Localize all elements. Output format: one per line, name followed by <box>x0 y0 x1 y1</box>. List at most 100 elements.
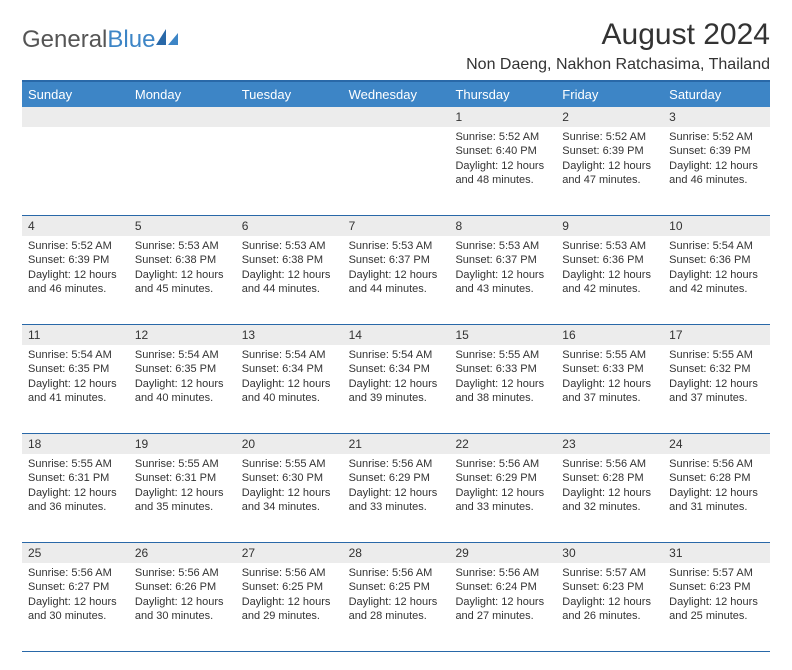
daylight-text: Daylight: 12 hours and 37 minutes. <box>669 377 764 406</box>
day-cell: Sunrise: 5:52 AMSunset: 6:39 PMDaylight:… <box>556 127 663 215</box>
daynum-row: 25262728293031 <box>22 542 770 563</box>
daylight-text: Daylight: 12 hours and 29 minutes. <box>242 595 337 624</box>
week-row: Sunrise: 5:55 AMSunset: 6:31 PMDaylight:… <box>22 454 770 542</box>
sunrise-text: Sunrise: 5:53 AM <box>349 239 444 253</box>
day-cell: Sunrise: 5:53 AMSunset: 6:37 PMDaylight:… <box>449 236 556 324</box>
sunset-text: Sunset: 6:30 PM <box>242 471 337 485</box>
sunrise-text: Sunrise: 5:56 AM <box>242 566 337 580</box>
sunset-text: Sunset: 6:37 PM <box>349 253 444 267</box>
sunset-text: Sunset: 6:34 PM <box>242 362 337 376</box>
day-number: 4 <box>22 216 129 236</box>
sunrise-text: Sunrise: 5:56 AM <box>135 566 230 580</box>
day-cell: Sunrise: 5:54 AMSunset: 6:34 PMDaylight:… <box>236 345 343 433</box>
day-number: 23 <box>556 434 663 454</box>
sunset-text: Sunset: 6:40 PM <box>455 144 550 158</box>
sunset-text: Sunset: 6:32 PM <box>669 362 764 376</box>
sunrise-text: Sunrise: 5:54 AM <box>28 348 123 362</box>
day-number: 16 <box>556 325 663 345</box>
day-header: Thursday <box>449 82 556 107</box>
week-row: Sunrise: 5:52 AMSunset: 6:39 PM Daylight:… <box>22 236 770 324</box>
sunrise-text: Sunrise: 5:57 AM <box>562 566 657 580</box>
daylight-text: Daylight: 12 hours and 27 minutes. <box>455 595 550 624</box>
day-number: 27 <box>236 543 343 563</box>
day-number: 14 <box>343 325 450 345</box>
daylight-text: Daylight: 12 hours and 35 minutes. <box>135 486 230 515</box>
day-cell: Sunrise: 5:55 AMSunset: 6:32 PMDaylight:… <box>663 345 770 433</box>
day-cell <box>236 127 343 215</box>
daylight-text: Daylight: 12 hours and 40 minutes. <box>135 377 230 406</box>
daylight-text: Daylight: 12 hours and 42 minutes. <box>562 268 657 297</box>
daylight-text: Daylight: 12 hours and 32 minutes. <box>562 486 657 515</box>
day-header-row: Sunday Monday Tuesday Wednesday Thursday… <box>22 82 770 107</box>
day-number <box>343 107 450 127</box>
daylight-text: Daylight: 12 hours and 37 minutes. <box>562 377 657 406</box>
sunset-text: Sunset: 6:35 PM <box>28 362 123 376</box>
sunrise-text: Sunrise: 5:53 AM <box>135 239 230 253</box>
sunset-text: Sunset: 6:28 PM <box>669 471 764 485</box>
daylight-text: Daylight: 12 hours and 46 minutes. <box>669 159 764 188</box>
daylight-text: Daylight: 12 hours and 33 minutes. <box>349 486 444 515</box>
day-number: 29 <box>449 543 556 563</box>
sunset-text: Sunset: 6:35 PM <box>135 362 230 376</box>
day-number: 7 <box>343 216 450 236</box>
day-cell: Sunrise: 5:52 AMSunset: 6:39 PMDaylight:… <box>22 236 129 324</box>
header: GeneralBlue August 2024 Non Daeng, Nakho… <box>22 18 770 74</box>
daylight-text: Daylight: 12 hours and 39 minutes. <box>349 377 444 406</box>
sunset-text: Sunset: 6:39 PM <box>28 253 123 267</box>
day-number: 30 <box>556 543 663 563</box>
day-number: 6 <box>236 216 343 236</box>
sunset-text: Sunset: 6:33 PM <box>562 362 657 376</box>
day-cell: Sunrise: 5:56 AMSunset: 6:28 PMDaylight:… <box>663 454 770 542</box>
daynum-row: 123 <box>22 107 770 127</box>
daynum-row: 18192021222324 <box>22 433 770 454</box>
sunrise-text: Sunrise: 5:53 AM <box>455 239 550 253</box>
sunrise-text: Sunrise: 5:52 AM <box>562 130 657 144</box>
sunset-text: Sunset: 6:26 PM <box>135 580 230 594</box>
sunset-text: Sunset: 6:33 PM <box>455 362 550 376</box>
daylight-text: Daylight: 12 hours and 40 minutes. <box>242 377 337 406</box>
day-cell: Sunrise: 5:55 AMSunset: 6:31 PMDaylight:… <box>129 454 236 542</box>
sunset-text: Sunset: 6:38 PM <box>242 253 337 267</box>
day-number: 2 <box>556 107 663 127</box>
sunrise-text: Sunrise: 5:53 AM <box>562 239 657 253</box>
day-number <box>129 107 236 127</box>
day-cell: Sunrise: 5:56 AMSunset: 6:28 PMDaylight:… <box>556 454 663 542</box>
sunrise-text: Sunrise: 5:55 AM <box>455 348 550 362</box>
daylight-text: Daylight: 12 hours and 47 minutes. <box>562 159 657 188</box>
sunrise-text: Sunrise: 5:55 AM <box>242 457 337 471</box>
day-cell: Sunrise: 5:53 AMSunset: 6:38 PMDaylight:… <box>236 236 343 324</box>
sunset-text: Sunset: 6:29 PM <box>349 471 444 485</box>
sunset-text: Sunset: 6:29 PM <box>455 471 550 485</box>
sunset-text: Sunset: 6:31 PM <box>135 471 230 485</box>
day-cell: Sunrise: 5:57 AMSunset: 6:23 PMDaylight:… <box>556 563 663 651</box>
day-cell: Sunrise: 5:52 AMSunset: 6:40 PMDaylight:… <box>449 127 556 215</box>
daylight-text: Daylight: 12 hours and 34 minutes. <box>242 486 337 515</box>
day-number: 26 <box>129 543 236 563</box>
daylight-text: Daylight: 12 hours and 36 minutes. <box>28 486 123 515</box>
day-number: 1 <box>449 107 556 127</box>
daylight-text: Daylight: 12 hours and 38 minutes. <box>455 377 550 406</box>
sunset-text: Sunset: 6:24 PM <box>455 580 550 594</box>
day-cell: Sunrise: 5:56 AMSunset: 6:25 PMDaylight:… <box>343 563 450 651</box>
sunrise-text: Sunrise: 5:56 AM <box>455 457 550 471</box>
day-cell: Sunrise: 5:56 AMSunset: 6:27 PMDaylight:… <box>22 563 129 651</box>
logo-text: GeneralBlue <box>22 26 155 54</box>
day-header: Saturday <box>663 82 770 107</box>
location: Non Daeng, Nakhon Ratchasima, Thailand <box>466 56 770 74</box>
daylight-text: Daylight: 12 hours and 31 minutes. <box>669 486 764 515</box>
day-number: 28 <box>343 543 450 563</box>
day-number <box>236 107 343 127</box>
sunrise-text: Sunrise: 5:56 AM <box>28 566 123 580</box>
day-cell: Sunrise: 5:54 AMSunset: 6:35 PMDaylight:… <box>22 345 129 433</box>
day-number <box>22 107 129 127</box>
logo: GeneralBlue <box>22 26 180 54</box>
day-number: 10 <box>663 216 770 236</box>
sunrise-text: Sunrise: 5:52 AM <box>28 239 123 253</box>
sunset-text: Sunset: 6:28 PM <box>562 471 657 485</box>
day-cell: Sunrise: 5:52 AMSunset: 6:39 PMDaylight:… <box>663 127 770 215</box>
daylight-text: Daylight: 12 hours and 30 minutes. <box>135 595 230 624</box>
day-number: 25 <box>22 543 129 563</box>
sunset-text: Sunset: 6:23 PM <box>562 580 657 594</box>
day-number: 17 <box>663 325 770 345</box>
title-block: August 2024 Non Daeng, Nakhon Ratchasima… <box>466 18 770 74</box>
